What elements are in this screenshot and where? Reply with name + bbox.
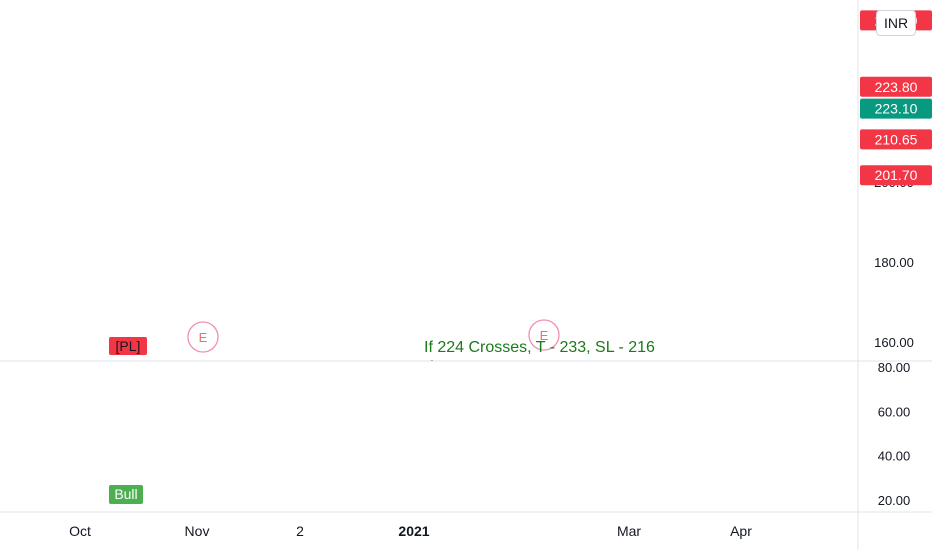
time-axis-tick-label: 2 bbox=[296, 523, 304, 539]
pl-label[interactable]: [PL] bbox=[109, 337, 147, 355]
oscillator-axis-tick-label: 40.00 bbox=[878, 449, 911, 464]
time-axis-tick-label: Apr bbox=[730, 523, 752, 539]
time-axis-tick-label: Mar bbox=[617, 523, 641, 539]
price-label-text: 210.65 bbox=[875, 131, 918, 147]
time-axis-tick-label: 2021 bbox=[398, 523, 429, 539]
bull-label[interactable]: Bull bbox=[109, 485, 143, 504]
price-label-bg bbox=[860, 76, 932, 97]
currency-badge[interactable]: INR bbox=[876, 10, 916, 36]
time-axis-tick-label: Nov bbox=[185, 523, 210, 539]
price-label-text: 223.80 bbox=[875, 79, 918, 95]
earnings-letter: E bbox=[199, 330, 208, 345]
earnings-marker[interactable]: E bbox=[528, 319, 560, 351]
bull-label-text: Bull bbox=[114, 486, 137, 502]
time-axis-tick-label: Oct bbox=[69, 523, 91, 539]
price-axis-tick-label: 180.00 bbox=[874, 255, 914, 270]
strategy-note-line1: If 224 Crosses, T - 233, SL - 216 bbox=[424, 339, 655, 356]
price-axis-tick-label: 160.00 bbox=[874, 335, 914, 350]
oscillator-axis-tick-label: 20.00 bbox=[878, 493, 911, 508]
price-label[interactable]: 223.80 bbox=[860, 76, 932, 97]
bull-label-bg bbox=[109, 485, 143, 504]
price-label[interactable]: 223.10 bbox=[860, 98, 932, 119]
strategy-note-line2: If ... 232, T - 240, 264, SL - 224 bbox=[424, 359, 645, 376]
price-label-bg bbox=[860, 165, 932, 186]
pl-label-text: [PL] bbox=[116, 338, 141, 354]
price-label-text: 223.10 bbox=[875, 101, 918, 117]
earnings-letter: E bbox=[540, 328, 549, 343]
price-label-bg bbox=[860, 98, 932, 119]
earnings-circle bbox=[528, 319, 560, 351]
earnings-circle bbox=[187, 321, 219, 353]
oscillator-axis-tick-label: 60.00 bbox=[878, 404, 911, 419]
price-label-bg bbox=[860, 129, 932, 150]
price-label[interactable]: 201.70 bbox=[860, 165, 932, 186]
oscillator-axis-tick-label: 80.00 bbox=[878, 360, 911, 375]
price-label[interactable]: 210.65 bbox=[860, 129, 932, 150]
earnings-marker[interactable]: E bbox=[187, 321, 219, 353]
price-label-text: 201.70 bbox=[875, 167, 918, 183]
pl-label-bg bbox=[109, 337, 147, 355]
